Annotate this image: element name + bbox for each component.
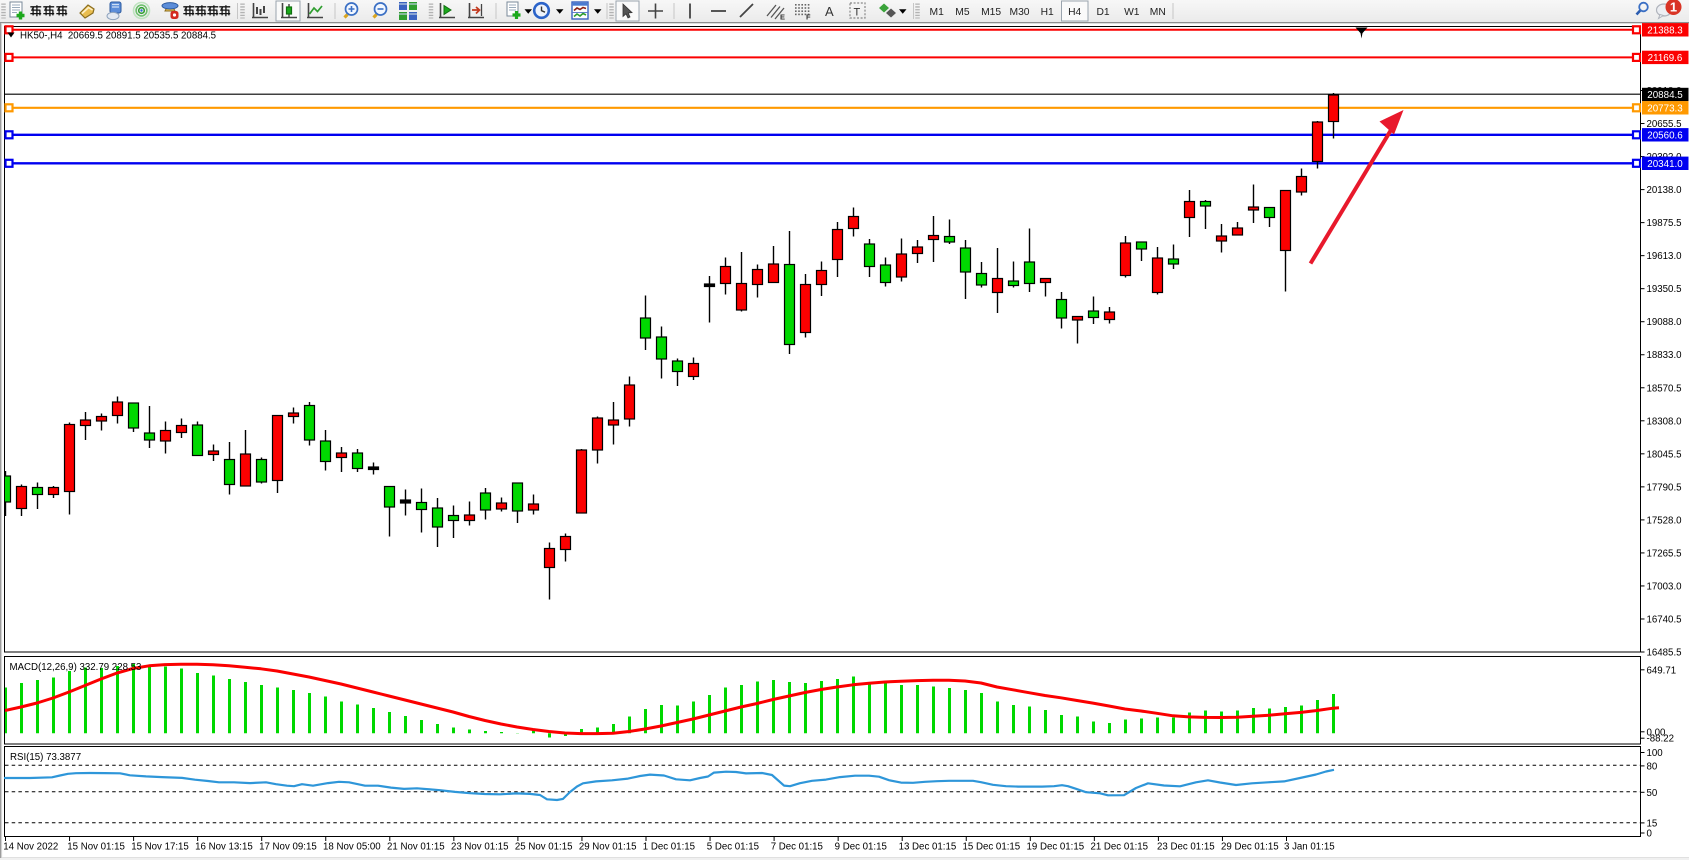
svg-text:M30: M30 — [1010, 7, 1030, 18]
svg-text:17 Nov 09:15: 17 Nov 09:15 — [259, 842, 317, 853]
svg-text:15 Nov 01:15: 15 Nov 01:15 — [67, 842, 125, 853]
svg-text:MACD(12,26,9) 332.79 228.53: MACD(12,26,9) 332.79 228.53 — [10, 662, 142, 673]
svg-text:M1: M1 — [930, 7, 945, 18]
svg-text:RSI(15) 73.3877: RSI(15) 73.3877 — [10, 752, 81, 763]
svg-text:15: 15 — [1647, 818, 1658, 829]
svg-text:20655.5: 20655.5 — [1647, 119, 1682, 130]
svg-text:20884.5: 20884.5 — [1647, 90, 1683, 101]
svg-text:21169.6: 21169.6 — [1648, 53, 1683, 64]
svg-text:29 Dec 01:15: 29 Dec 01:15 — [1221, 842, 1279, 853]
svg-text:29 Nov 01:15: 29 Nov 01:15 — [579, 842, 637, 853]
svg-text:-88.22: -88.22 — [1647, 734, 1674, 745]
svg-text:MN: MN — [1150, 7, 1166, 18]
svg-text:25 Nov 01:15: 25 Nov 01:15 — [515, 842, 573, 853]
svg-text:H1: H1 — [1041, 7, 1054, 18]
svg-text:7 Dec 01:15: 7 Dec 01:15 — [771, 842, 823, 853]
svg-text:1 Dec 01:15: 1 Dec 01:15 — [643, 842, 695, 853]
svg-text:A: A — [825, 4, 834, 19]
svg-text:W1: W1 — [1124, 7, 1140, 18]
svg-text:1: 1 — [1670, 0, 1677, 15]
svg-text:18833.0: 18833.0 — [1647, 350, 1683, 361]
svg-text:15 Dec 01:15: 15 Dec 01:15 — [963, 842, 1021, 853]
svg-text:20138.0: 20138.0 — [1647, 185, 1683, 196]
svg-text:D1: D1 — [1097, 7, 1110, 18]
svg-text:20773.3: 20773.3 — [1647, 103, 1683, 114]
svg-text:17790.5: 17790.5 — [1647, 482, 1682, 493]
svg-text:E: E — [780, 13, 785, 22]
svg-text:13 Dec 01:15: 13 Dec 01:15 — [899, 842, 957, 853]
svg-text:T: T — [854, 7, 861, 19]
svg-text:17265.5: 17265.5 — [1647, 548, 1682, 559]
svg-text:17003.0: 17003.0 — [1647, 581, 1683, 592]
svg-text:14 Nov 2022: 14 Nov 2022 — [3, 842, 58, 853]
svg-text:18045.5: 18045.5 — [1647, 449, 1682, 460]
svg-text:20560.6: 20560.6 — [1647, 130, 1683, 141]
svg-text:19613.0: 19613.0 — [1647, 251, 1683, 262]
svg-text:19 Dec 01:15: 19 Dec 01:15 — [1027, 842, 1085, 853]
svg-text:20341.0: 20341.0 — [1647, 159, 1683, 170]
svg-text:649.71: 649.71 — [1647, 665, 1677, 676]
svg-text:16485.5: 16485.5 — [1647, 648, 1682, 659]
svg-text:0.00: 0.00 — [1647, 727, 1666, 738]
svg-text:16 Nov 13:15: 16 Nov 13:15 — [195, 842, 253, 853]
svg-text:21 Dec 01:15: 21 Dec 01:15 — [1090, 842, 1148, 853]
svg-text:18 Nov 05:00: 18 Nov 05:00 — [323, 842, 381, 853]
svg-text:3 Jan 01:15: 3 Jan 01:15 — [1284, 842, 1335, 853]
svg-text:80: 80 — [1647, 761, 1658, 772]
svg-text:50: 50 — [1647, 788, 1658, 799]
svg-text:H4: H4 — [1068, 7, 1081, 18]
svg-text:18570.5: 18570.5 — [1647, 383, 1682, 394]
svg-text:23 Dec 01:15: 23 Dec 01:15 — [1157, 842, 1215, 853]
svg-text:21388.3: 21388.3 — [1647, 25, 1683, 36]
svg-text:F: F — [806, 13, 811, 22]
svg-text:5 Dec 01:15: 5 Dec 01:15 — [707, 842, 759, 853]
svg-text:M5: M5 — [955, 7, 970, 18]
svg-text:23 Nov 01:15: 23 Nov 01:15 — [451, 842, 509, 853]
svg-text:100: 100 — [1647, 748, 1664, 759]
svg-text:16740.5: 16740.5 — [1647, 614, 1682, 625]
svg-text:0: 0 — [1647, 829, 1653, 840]
svg-text:19088.0: 19088.0 — [1647, 317, 1683, 328]
svg-text:9 Dec 01:15: 9 Dec 01:15 — [835, 842, 887, 853]
svg-text:HK50-,H4 20669.5 20891.5 2053: HK50-,H4 20669.5 20891.5 20535.5 20884.5 — [20, 31, 216, 42]
svg-text:17528.0: 17528.0 — [1647, 515, 1683, 526]
svg-text:19350.5: 19350.5 — [1647, 284, 1682, 295]
svg-text:21 Nov 01:15: 21 Nov 01:15 — [387, 842, 445, 853]
svg-text:15 Nov 17:15: 15 Nov 17:15 — [131, 842, 189, 853]
svg-text:18308.0: 18308.0 — [1647, 416, 1683, 427]
svg-text:M15: M15 — [981, 7, 1001, 18]
svg-text:19875.5: 19875.5 — [1647, 218, 1682, 229]
